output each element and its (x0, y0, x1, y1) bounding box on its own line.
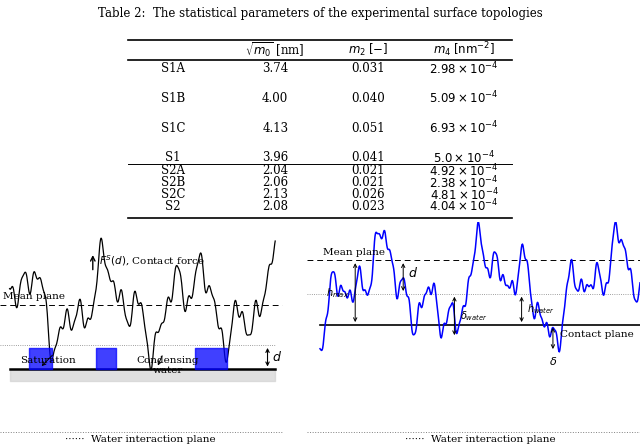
Text: Contact plane: Contact plane (560, 330, 634, 339)
Text: $6.93\times10^{-4}$: $6.93\times10^{-4}$ (429, 120, 499, 136)
Text: ······  Water interaction plane: ······ Water interaction plane (65, 435, 216, 444)
Text: S1B: S1B (161, 92, 185, 105)
Text: 0.040: 0.040 (351, 92, 385, 105)
Text: 0.023: 0.023 (351, 200, 385, 213)
Text: S2A: S2A (161, 164, 185, 178)
Text: S2C: S2C (161, 188, 185, 201)
Text: $F^S(d)$, Contact force: $F^S(d)$, Contact force (99, 253, 205, 268)
Text: 0.026: 0.026 (351, 188, 385, 201)
Text: S2B: S2B (161, 176, 185, 189)
Text: Table 2:  The statistical parameters of the experimental surface topologies: Table 2: The statistical parameters of t… (98, 7, 542, 20)
Text: 0.021: 0.021 (351, 176, 385, 189)
Text: $\sqrt{m_0}$ [nm]: $\sqrt{m_0}$ [nm] (246, 40, 305, 59)
Text: $\delta$: $\delta$ (548, 355, 557, 367)
Text: $2.98\times10^{-4}$: $2.98\times10^{-4}$ (429, 60, 499, 77)
Text: ······  Water interaction plane: ······ Water interaction plane (404, 435, 556, 444)
Text: $h_{max}$: $h_{max}$ (326, 286, 349, 300)
Text: $5.09\times10^{-4}$: $5.09\times10^{-4}$ (429, 90, 499, 107)
Text: $2.38\times10^{-4}$: $2.38\times10^{-4}$ (429, 174, 499, 191)
Text: $m_4\;[\mathrm{nm}^{-2}]$: $m_4\;[\mathrm{nm}^{-2}]$ (433, 40, 495, 59)
Text: S1A: S1A (161, 62, 185, 75)
Text: S2: S2 (165, 200, 180, 213)
Text: $m_2\;[-]$: $m_2\;[-]$ (348, 42, 388, 58)
Text: 2.08: 2.08 (262, 200, 288, 213)
Text: 2.04: 2.04 (262, 164, 288, 178)
Text: 0.021: 0.021 (351, 164, 385, 178)
Text: $4.92 \times 10^{-4}$: $4.92 \times 10^{-4}$ (429, 163, 499, 179)
Text: Mean plane: Mean plane (323, 248, 385, 257)
Text: $h_{water}$: $h_{water}$ (527, 302, 555, 316)
Text: $4.81\times10^{-4}$: $4.81\times10^{-4}$ (429, 186, 499, 203)
Text: $d$: $d$ (408, 266, 419, 280)
Text: Saturation: Saturation (20, 356, 76, 365)
Text: $d$: $d$ (272, 350, 282, 364)
Text: 2.13: 2.13 (262, 188, 288, 201)
Text: 0.041: 0.041 (351, 151, 385, 164)
Text: Mean plane: Mean plane (3, 292, 65, 301)
Text: S1: S1 (165, 151, 180, 164)
Text: 0.051: 0.051 (351, 122, 385, 135)
Text: 4.00: 4.00 (262, 92, 289, 105)
Text: 3.74: 3.74 (262, 62, 289, 75)
Text: Condensing
water: Condensing water (136, 356, 199, 376)
Text: 2.06: 2.06 (262, 176, 288, 189)
Text: $4.04\times10^{-4}$: $4.04\times10^{-4}$ (429, 198, 499, 215)
Text: 4.13: 4.13 (262, 122, 288, 135)
Text: $5.0\times10^{-4}$: $5.0\times10^{-4}$ (433, 149, 495, 166)
Text: 3.96: 3.96 (262, 151, 289, 164)
Text: S1C: S1C (161, 122, 185, 135)
Text: $\delta_{water}$: $\delta_{water}$ (460, 309, 487, 323)
Text: 0.031: 0.031 (351, 62, 385, 75)
